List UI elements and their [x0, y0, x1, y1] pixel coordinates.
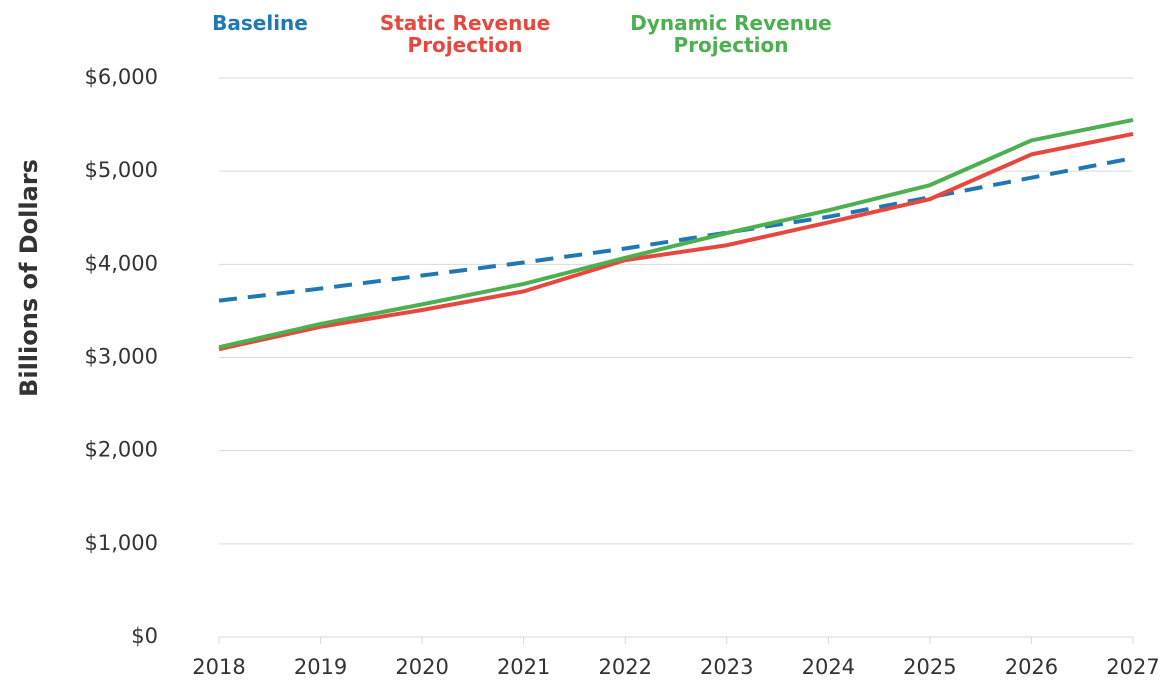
x-tick-label: 2019: [294, 655, 347, 679]
y-axis-label: Billions of Dollars: [15, 159, 43, 397]
x-tick-label: 2021: [497, 655, 550, 679]
y-tick-label: $4,000: [85, 251, 158, 275]
legend-label: Baseline: [212, 11, 308, 35]
x-tick-label: 2020: [395, 655, 448, 679]
x-tick-label: 2026: [1005, 655, 1058, 679]
y-tick-label: $6,000: [85, 65, 158, 89]
y-tick-label: $0: [131, 624, 158, 648]
x-tick-label: 2025: [903, 655, 956, 679]
y-tick-label: $1,000: [85, 531, 158, 555]
x-tick-label: 2022: [598, 655, 651, 679]
legend-label: Dynamic Revenue Projection: [630, 11, 832, 57]
y-tick-label: $3,000: [85, 345, 158, 369]
y-tick-label: $2,000: [85, 438, 158, 462]
x-tick-label: 2024: [802, 655, 855, 679]
x-tick-label: 2027: [1106, 655, 1159, 679]
legend-label: Static Revenue Projection: [379, 11, 551, 57]
series-line: [218, 156, 1134, 303]
series-line: [218, 117, 1134, 350]
x-tick-label: 2023: [700, 655, 753, 679]
series-line: [218, 131, 1134, 352]
y-tick-label: $5,000: [85, 158, 158, 182]
x-tick-label: 2018: [192, 655, 245, 679]
